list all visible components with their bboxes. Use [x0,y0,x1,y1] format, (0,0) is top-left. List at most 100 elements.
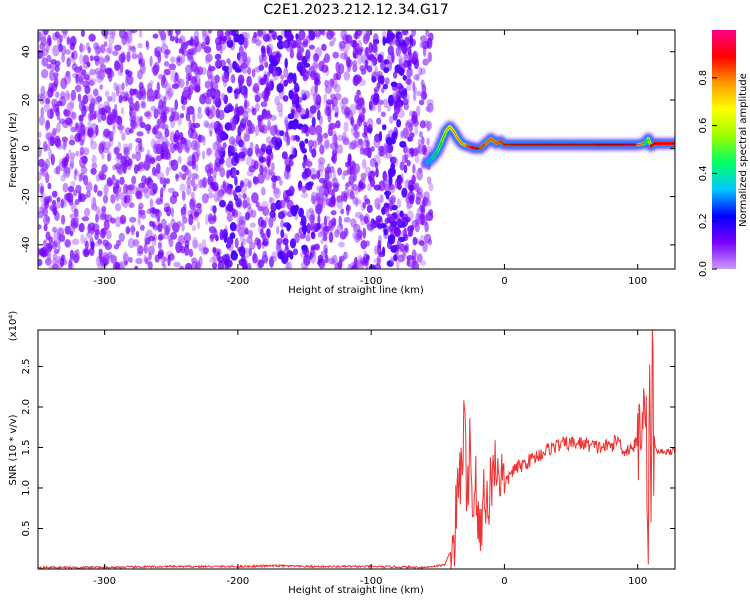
heatmap-noise-cell [372,97,379,106]
heatmap-noise-cell [47,87,54,98]
heatmap-noise-cell [402,74,407,81]
heatmap-noise-cell [191,172,198,180]
heatmap-noise-cell [326,31,331,38]
snr-panel: -300 -200 -100 0 100 0.5 1.0 1.5 2.0 2.5 Height … [8,311,676,596]
heatmap-noise-cell [97,190,103,197]
heatmap-noise-cell [426,214,431,220]
heatmap-noise-cell [401,187,408,198]
heatmap-noise-cell [326,99,334,105]
heatmap-noise-cell [354,232,361,244]
heatmap-noise-cell [157,118,164,126]
heatmap-noise-cell [55,91,60,99]
colorbar-tick-label: 0.4 [698,165,709,181]
heatmap-noise-cell [193,174,200,180]
heatmap-noise-cell [411,174,416,185]
heatmap-noise-cell [144,258,148,265]
heatmap-noise-cell [106,177,113,187]
heatmap-noise-cell [364,59,369,70]
heatmap-noise-cell [114,60,120,72]
heatmap-noise-cell [354,43,360,55]
heatmap-noise-cell [349,190,355,200]
x-tick-label: 0 [501,276,507,287]
heatmap-noise-cell [298,180,303,189]
heatmap-noise-cell [195,133,199,141]
heatmap-noise-cell [400,89,408,100]
heatmap-noise-cell [154,46,162,55]
heatmap-noise-cell [361,107,366,114]
heatmap-noise-cell [219,229,224,241]
heatmap-noise-cell [265,81,273,87]
heatmap-noise-cell [185,80,190,86]
heatmap-noise-cell [364,166,372,177]
heatmap-noise-cell [138,209,146,215]
heatmap-noise-cell [51,241,58,250]
heatmap-noise-cell [311,195,316,205]
heatmap-noise-cell [304,158,309,166]
heatmap-noise-cell [76,127,85,134]
heatmap-noise-cell [328,231,334,243]
heatmap-noise-cell [120,199,125,207]
heatmap-noise-cell [374,245,379,256]
heatmap-noise-cell [44,200,49,209]
heatmap-noise-cell [138,30,143,38]
heatmap-noise-cell [294,232,300,244]
heatmap-noise-cell [251,68,256,78]
heatmap-noise-cell [193,204,197,214]
heatmap-noise-cell [47,108,55,120]
heatmap-noise-cell [60,174,66,182]
heatmap-noise-cell [276,225,280,235]
heatmap-noise-cell [62,170,71,179]
heatmap-noise-cell [240,77,245,84]
heatmap-noise-cell [65,90,70,101]
heatmap-noise-cell [395,31,403,40]
heatmap-noise-cell [165,166,170,176]
heatmap-noise-cell [383,98,389,109]
heatmap-noise-cell [271,162,275,172]
heatmap-noise-cell [420,67,426,75]
heatmap-noise-cell [367,220,375,232]
heatmap-noise-cell [159,194,163,202]
heatmap-noise-cell [412,252,419,264]
heatmap-noise-cell [95,213,99,223]
heatmap-noise-cell [234,237,239,249]
heatmap-noise-cell [131,175,137,185]
heatmap-noise-cell [181,104,186,111]
heatmap-noise-cell [404,93,410,105]
heatmap-noise-cell [141,89,147,101]
heatmap-noise-cell [339,52,348,60]
heatmap-noise-cell [343,251,347,260]
heatmap-noise-cell [192,84,198,91]
heatmap-noise-cell [416,188,421,194]
heatmap-noise-cell [231,168,236,179]
heatmap-noise-cell [89,55,94,62]
heatmap-noise-cell [40,68,49,79]
heatmap-noise-cell [98,170,105,181]
heatmap-noise-cell [94,232,99,241]
heatmap-noise-cell [260,45,266,53]
heatmap-noise-cell [370,57,376,67]
heatmap-noise-cell [398,55,404,67]
heatmap-noise-cell [341,135,349,142]
heatmap-noise-cell [74,213,80,225]
heatmap-noise-cell [56,109,61,121]
heatmap-noise-cell [315,205,322,215]
heatmap-noise-cell [61,198,66,208]
heatmap-noise-cell [90,123,98,134]
heatmap-noise-cell [190,191,195,199]
heatmap-noise-cell [98,55,105,67]
heatmap-noise-cell [93,110,97,120]
heatmap-noise-cell [240,180,244,188]
heatmap-noise-cell [288,186,295,195]
heatmap-noise-cell [357,142,363,148]
heatmap-noise-cell [163,96,167,104]
heatmap-noise-cell [352,231,357,239]
heatmap-noise-cell [426,102,434,113]
heatmap-noise-cell [362,132,368,138]
heatmap-noise-cell [218,157,225,165]
heatmap-noise-cell [229,30,237,36]
heatmap-noise-cell [210,75,216,84]
heatmap-noise-cell [411,260,419,269]
heatmap-noise-cell [135,190,143,200]
heatmap-noise-cell [417,144,425,155]
